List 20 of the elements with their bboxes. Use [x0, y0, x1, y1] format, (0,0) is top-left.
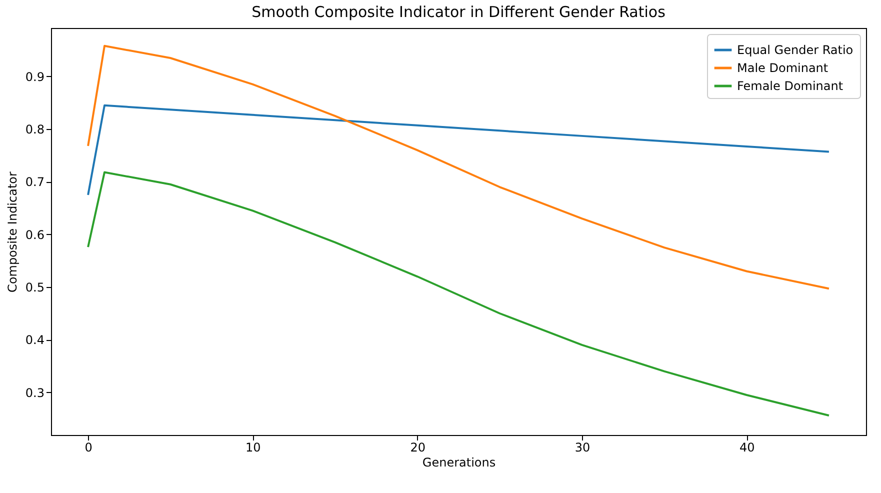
y-axis-title: Composite Indicator — [5, 171, 20, 292]
legend-label: Female Dominant — [737, 79, 844, 93]
x-tick-label: 20 — [410, 440, 426, 454]
x-tick-label: 0 — [84, 440, 92, 454]
line-series — [87, 171, 830, 417]
x-tick-label: 30 — [574, 440, 590, 454]
y-tick-label: 0.3 — [25, 386, 44, 400]
y-tick-label: 0.7 — [25, 175, 44, 190]
y-tick-label: 0.9 — [25, 70, 44, 84]
x-axis-title: Generations — [422, 456, 496, 470]
chart-title: Smooth Composite Indicator in Different Gender Ratios — [252, 3, 666, 21]
y-tick-label: 0.8 — [25, 122, 44, 137]
y-tick-label: 0.4 — [25, 333, 44, 348]
y-tick-label: 0.6 — [25, 228, 44, 242]
line-series — [87, 104, 830, 196]
legend-label: Equal Gender Ratio — [737, 43, 854, 57]
x-tick-label: 40 — [739, 440, 755, 454]
x-tick-label: 10 — [246, 440, 261, 454]
legend-label: Male Dominant — [737, 61, 828, 75]
y-tick-label: 0.5 — [25, 280, 44, 295]
